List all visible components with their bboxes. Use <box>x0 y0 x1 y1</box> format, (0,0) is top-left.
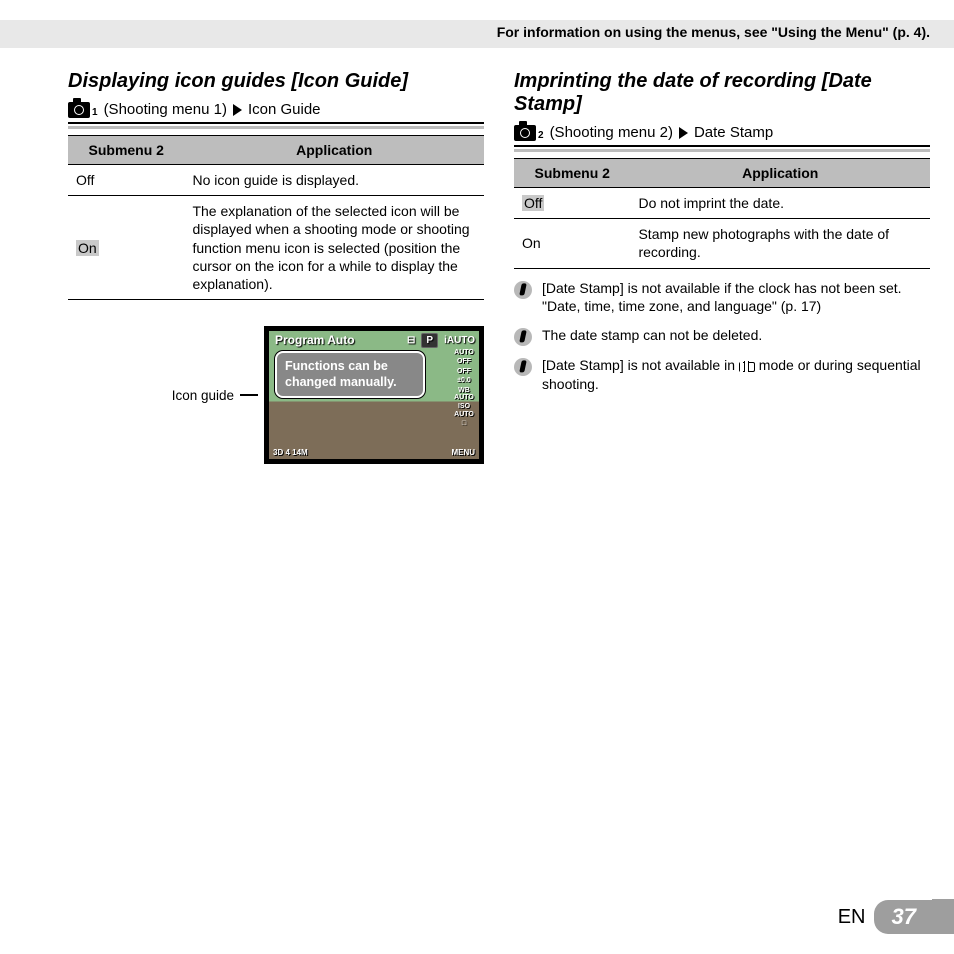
right-breadcrumb: 2 (Shooting menu 2) Date Stamp <box>514 124 930 147</box>
cell-sub: On <box>68 196 184 300</box>
lcd-bottom-left: 3D 4 14M <box>273 448 308 457</box>
chevron-right-icon <box>679 127 688 139</box>
highlighted-option: Off <box>522 195 544 211</box>
footer-lang: EN <box>838 906 866 929</box>
camera-sub-2: 2 <box>538 130 544 141</box>
camera-icon <box>514 125 536 141</box>
footer-extend <box>932 899 954 934</box>
table-row: Off No icon guide is displayed. <box>68 165 484 196</box>
right-column: Imprinting the date of recording [Date S… <box>514 70 930 464</box>
camera-icon <box>68 102 90 118</box>
note-bullet-icon <box>514 358 532 376</box>
highlighted-option: On <box>76 240 99 256</box>
table-row: On The explanation of the selected icon … <box>68 196 484 300</box>
side-item: ISO AUTO <box>451 403 477 418</box>
th-application: Application <box>630 159 930 188</box>
cell-app: No icon guide is displayed. <box>184 165 484 196</box>
side-item: OFF <box>451 358 477 365</box>
left-column: Displaying icon guides [Icon Guide] 1 (S… <box>68 70 484 464</box>
table-head-row: Submenu 2 Application <box>514 159 930 188</box>
note-text: [Date Stamp] is not available if the clo… <box>542 279 902 317</box>
crumb-menu-right: (Shooting menu 2) <box>550 124 673 141</box>
note-text: The date stamp can not be deleted. <box>542 326 762 346</box>
lcd-tooltip: Functions can be changed manually. <box>275 351 425 398</box>
cell-sub: Off <box>68 165 184 196</box>
lcd-side-icons: AUTO OFF OFF ±0.0 WB AUTO ISO AUTO □ <box>451 349 477 427</box>
table-row: On Stamp new photographs with the date o… <box>514 219 930 268</box>
crumb-menu-left: (Shooting menu 1) <box>104 101 227 118</box>
note-text: [Date Stamp] is not available in mode or… <box>542 356 930 394</box>
table-row: Off Do not imprint the date. <box>514 188 930 219</box>
side-item: □ <box>451 420 477 427</box>
cell-app: Do not imprint the date. <box>630 188 930 219</box>
lcd-bottom-bar: 3D 4 14M MENU <box>273 448 475 457</box>
crumb-underline <box>68 126 484 129</box>
cell-app: Stamp new photographs with the date of r… <box>630 219 930 268</box>
left-breadcrumb: 1 (Shooting menu 1) Icon Guide <box>68 101 484 124</box>
figure-wrap: Icon guide Program Auto ⊟ P iAUTO Functi… <box>68 326 484 464</box>
content-columns: Displaying icon guides [Icon Guide] 1 (S… <box>68 70 930 464</box>
crumb-underline <box>514 149 930 152</box>
th-submenu: Submenu 2 <box>514 159 630 188</box>
camera-sub-1: 1 <box>92 107 98 118</box>
lcd-iauto: iAUTO <box>444 335 475 346</box>
header-note: For information on using the menus, see … <box>497 24 930 40</box>
lcd-title: Program Auto <box>275 333 355 347</box>
note-bullet-icon <box>514 281 532 299</box>
lcd-mode-p: P <box>421 333 438 348</box>
table-head-row: Submenu 2 Application <box>68 136 484 165</box>
notes-container: [Date Stamp] is not available if the clo… <box>514 279 930 395</box>
note-bullet-icon <box>514 328 532 346</box>
note-row: [Date Stamp] is not available if the clo… <box>514 279 930 317</box>
crumb-item-right: Date Stamp <box>694 124 773 141</box>
note-row: [Date Stamp] is not available in mode or… <box>514 356 930 394</box>
figure-label: Icon guide <box>172 388 234 403</box>
chevron-right-icon <box>233 104 242 116</box>
lcd-screenshot: Program Auto ⊟ P iAUTO Functions can be … <box>264 326 484 464</box>
footer: EN 37 <box>838 900 932 934</box>
th-application: Application <box>184 136 484 165</box>
panorama-icon <box>739 362 755 372</box>
lcd-top-icons: ⊟ P iAUTO <box>407 333 475 348</box>
side-item: OFF <box>451 368 477 375</box>
cell-sub: On <box>514 219 630 268</box>
side-item: WB AUTO <box>451 387 477 402</box>
right-title: Imprinting the date of recording [Date S… <box>514 70 930 116</box>
cell-app: The explanation of the selected icon wil… <box>184 196 484 300</box>
cell-sub: Off <box>514 188 630 219</box>
th-submenu: Submenu 2 <box>68 136 184 165</box>
side-item: AUTO <box>451 349 477 356</box>
figure-pointer-line <box>240 394 258 396</box>
note-row: The date stamp can not be deleted. <box>514 326 930 346</box>
crumb-item-left: Icon Guide <box>248 101 321 118</box>
side-item: ±0.0 <box>451 377 477 384</box>
left-table: Submenu 2 Application Off No icon guide … <box>68 135 484 300</box>
page-number: 37 <box>874 900 932 934</box>
panorama-small-icon: ⊟ <box>407 335 415 346</box>
lcd-bottom-right: MENU <box>451 448 475 457</box>
right-table: Submenu 2 Application Off Do not imprint… <box>514 158 930 269</box>
left-title: Displaying icon guides [Icon Guide] <box>68 70 484 93</box>
